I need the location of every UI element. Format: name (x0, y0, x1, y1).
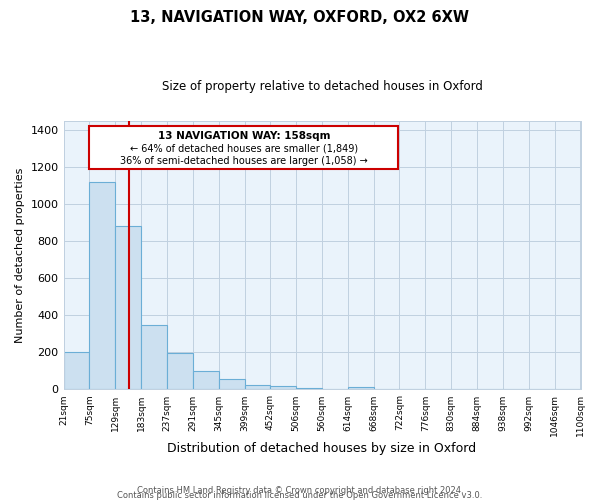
Text: 13 NAVIGATION WAY: 158sqm: 13 NAVIGATION WAY: 158sqm (158, 130, 330, 140)
Bar (270, 386, 296, 390)
Text: Contains public sector information licensed under the Open Government Licence v3: Contains public sector information licen… (118, 491, 482, 500)
Bar (115, 226, 141, 390)
Bar (193, 371, 219, 390)
Bar (245, 386, 270, 390)
Y-axis label: Number of detached properties: Number of detached properties (15, 168, 25, 342)
Title: Size of property relative to detached houses in Oxford: Size of property relative to detached ho… (161, 80, 482, 93)
Text: 13, NAVIGATION WAY, OXFORD, OX2 6XW: 13, NAVIGATION WAY, OXFORD, OX2 6XW (131, 10, 470, 25)
Bar (219, 380, 245, 390)
Bar (296, 388, 322, 390)
Bar (167, 354, 193, 390)
Bar (141, 324, 167, 390)
Text: Contains HM Land Registry data © Crown copyright and database right 2024.: Contains HM Land Registry data © Crown c… (137, 486, 463, 495)
X-axis label: Distribution of detached houses by size in Oxford: Distribution of detached houses by size … (167, 442, 476, 455)
Bar (89, 126, 398, 169)
Bar (347, 388, 374, 390)
Text: 36% of semi-detached houses are larger (1,058) →: 36% of semi-detached houses are larger (… (120, 156, 368, 166)
Bar (64, 352, 89, 390)
Text: ← 64% of detached houses are smaller (1,849): ← 64% of detached houses are smaller (1,… (130, 144, 358, 154)
Bar (89, 182, 115, 390)
